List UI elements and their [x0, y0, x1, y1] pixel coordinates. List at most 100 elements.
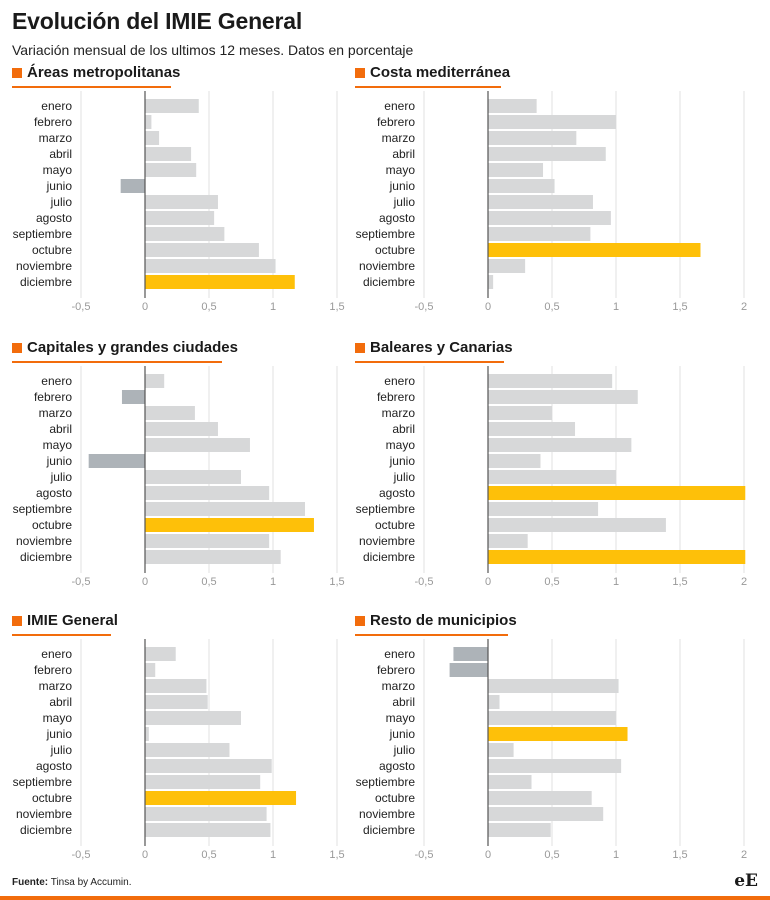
tick-label: 0 [485, 301, 491, 313]
title-underline [355, 86, 501, 88]
category-label: noviembre [359, 534, 415, 548]
panel-header: Áreas metropolitanas [12, 64, 180, 81]
category-label: enero [384, 647, 415, 661]
square-icon [12, 615, 22, 626]
category-label: julio [50, 195, 73, 209]
bar-abril [488, 147, 606, 161]
bar-julio [488, 743, 514, 757]
category-label: diciembre [20, 275, 72, 289]
category-label: junio [46, 727, 73, 741]
panel-title: Áreas metropolitanas [27, 64, 181, 81]
panel-resto-municipios: Resto de municipios -0,5 0 0,5 1 1,5 2 enero fe… [343, 612, 747, 882]
category-label: enero [41, 647, 72, 661]
category-label: julio [393, 743, 416, 757]
tick-label: 1 [613, 849, 619, 861]
panel-header: Baleares y Canarias [355, 339, 513, 356]
tick-label: 0 [485, 576, 491, 588]
category-label: abril [49, 695, 72, 709]
bar-junio [488, 727, 628, 741]
bar-junio [120, 179, 145, 193]
bar-noviembre [488, 259, 526, 273]
bar-septiembre [145, 775, 261, 789]
tick-label: 2 [741, 301, 747, 313]
category-label: abril [49, 147, 72, 161]
bar-mayo [145, 163, 197, 177]
category-label: agosto [379, 759, 415, 773]
bar-enero [453, 647, 488, 661]
bar-febrero [488, 390, 638, 404]
category-label: agosto [379, 486, 415, 500]
tick-label: -0,5 [415, 576, 434, 588]
category-label: septiembre [13, 775, 73, 789]
category-label: enero [41, 374, 72, 388]
bar-diciembre [488, 550, 746, 564]
tick-label: 1,5 [672, 576, 687, 588]
category-label: febrero [377, 663, 415, 677]
tick-label: 0,5 [201, 849, 216, 861]
category-label: octubre [375, 791, 415, 805]
bar-noviembre [145, 534, 270, 548]
panel-imie-general: IMIE General -0,5 0 0,5 1 1,5 enero febrero mar… [0, 612, 385, 882]
footer-rule [0, 896, 770, 900]
category-label: julio [50, 470, 73, 484]
category-label: agosto [36, 759, 72, 773]
category-label: noviembre [359, 259, 415, 273]
panel-header: Capitales y grandes ciudades [12, 339, 238, 356]
panel-capitales: Capitales y grandes ciudades -0,5 0 0,5 1 1,… [0, 339, 385, 609]
panel-title: Resto de municipios [370, 612, 517, 629]
bar-abril [145, 147, 192, 161]
bar-agosto [145, 486, 270, 500]
source-note: Fuente: Tinsa by Accumin. [12, 877, 132, 888]
bar-septiembre [488, 775, 532, 789]
bar-enero [145, 99, 199, 113]
bar-junio [488, 454, 541, 468]
category-label: febrero [377, 390, 415, 404]
square-icon [355, 615, 365, 626]
category-label: mayo [386, 711, 416, 725]
bar-diciembre [488, 275, 494, 289]
category-label: octubre [375, 518, 415, 532]
category-label: septiembre [356, 227, 416, 241]
category-label: febrero [34, 115, 72, 129]
bar-junio [488, 179, 555, 193]
category-label: febrero [34, 390, 72, 404]
category-label: junio [46, 179, 73, 193]
category-label: marzo [382, 131, 416, 145]
bar-mayo [145, 438, 250, 452]
bar-julio [145, 195, 218, 209]
tick-label: 0,5 [201, 576, 216, 588]
bar-noviembre [145, 259, 276, 273]
category-label: octubre [32, 791, 72, 805]
panel-header: Resto de municipios [355, 612, 517, 629]
category-label: enero [384, 374, 415, 388]
category-label: junio [389, 727, 416, 741]
category-label: mayo [43, 163, 73, 177]
bar-abril [488, 422, 576, 436]
bar-enero [488, 374, 613, 388]
bar-chart: -0,5 0 0,5 1 1,5 2 enero febrero marzo abril mayo j… [356, 91, 747, 313]
bar-marzo [488, 679, 619, 693]
bar-mayo [145, 711, 241, 725]
tick-label: 0,5 [544, 576, 559, 588]
category-label: marzo [382, 679, 416, 693]
title-underline [12, 634, 111, 636]
bar-noviembre [488, 807, 604, 821]
bar-julio [145, 743, 230, 757]
chart-subtitle: Variación mensual de los ultimos 12 mese… [12, 42, 414, 58]
tick-label: -0,5 [72, 849, 91, 861]
tick-label: -0,5 [415, 849, 434, 861]
bar-abril [145, 695, 208, 709]
category-label: noviembre [16, 534, 72, 548]
category-label: septiembre [13, 502, 73, 516]
panel-title: Costa mediterránea [370, 64, 511, 81]
tick-label: 1 [613, 301, 619, 313]
bar-chart: -0,5 0 0,5 1 1,5 enero febrero marzo abril mayo ju… [13, 91, 345, 313]
bar-mayo [488, 711, 616, 725]
category-label: diciembre [363, 550, 415, 564]
bar-abril [145, 422, 218, 436]
category-label: agosto [36, 486, 72, 500]
square-icon [12, 67, 22, 78]
bar-chart: -0,5 0 0,5 1 1,5 enero febrero marzo abril mayo ju… [13, 639, 345, 861]
bar-enero [145, 374, 165, 388]
bar-julio [488, 195, 593, 209]
